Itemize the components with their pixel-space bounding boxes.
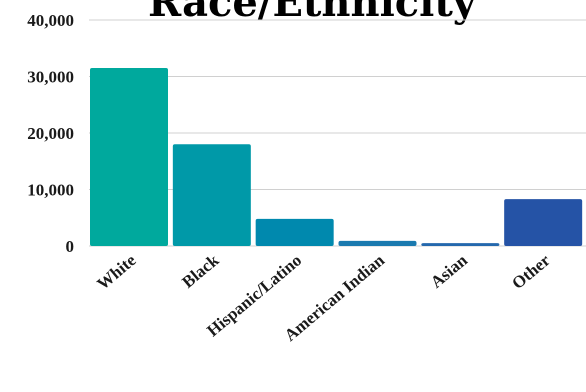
x-tick-label: Other [508,250,554,293]
y-tick-label: 0 [66,237,75,256]
x-tick-label: Asian [427,250,471,292]
bar-american-indian [338,240,417,246]
y-axis-ticks: 0 10,000 20,000 30,000 40,000 [27,11,74,256]
chart-title: Race/Ethnicity [148,0,478,26]
bar-black [172,144,251,246]
bar-hispanic-latino [255,218,334,246]
y-tick-label: 30,000 [27,68,74,87]
gridlines [89,19,586,247]
y-tick-label: 20,000 [27,124,74,143]
x-tick-label: White [93,250,140,293]
bar-white [90,68,168,247]
x-tick-label: Black [178,250,222,292]
bar-asian [421,243,500,246]
bar-other [504,199,583,246]
y-tick-label: 40,000 [27,11,74,30]
bars [90,68,583,247]
y-tick-label: 10,000 [27,181,74,200]
